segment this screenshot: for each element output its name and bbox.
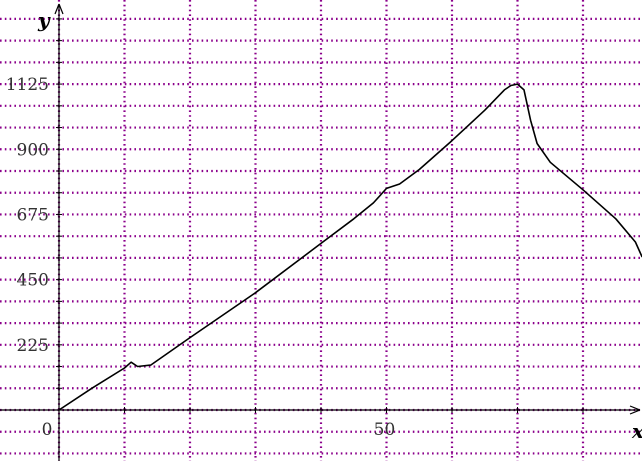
x-tick-label: 50 bbox=[374, 420, 396, 440]
y-tick-label: 900 bbox=[17, 140, 49, 160]
axes bbox=[0, 3, 641, 461]
y-tick-label: 225 bbox=[17, 336, 49, 356]
x-axis-label: x bbox=[631, 419, 642, 443]
series-line bbox=[58, 83, 642, 411]
x-axis-arrow bbox=[629, 405, 641, 415]
x-tick-label: 0 bbox=[42, 420, 53, 440]
y-axis-arrow bbox=[54, 3, 64, 15]
series bbox=[58, 83, 642, 411]
tick-labels: 0501001502254506759001125 bbox=[6, 75, 396, 440]
axis-labels: y x bbox=[37, 8, 642, 443]
y-axis-label: y bbox=[37, 8, 51, 32]
y-tick-label: 450 bbox=[17, 271, 49, 291]
y-tick-label: 675 bbox=[17, 205, 49, 225]
y-tick-label: 1125 bbox=[6, 75, 49, 95]
